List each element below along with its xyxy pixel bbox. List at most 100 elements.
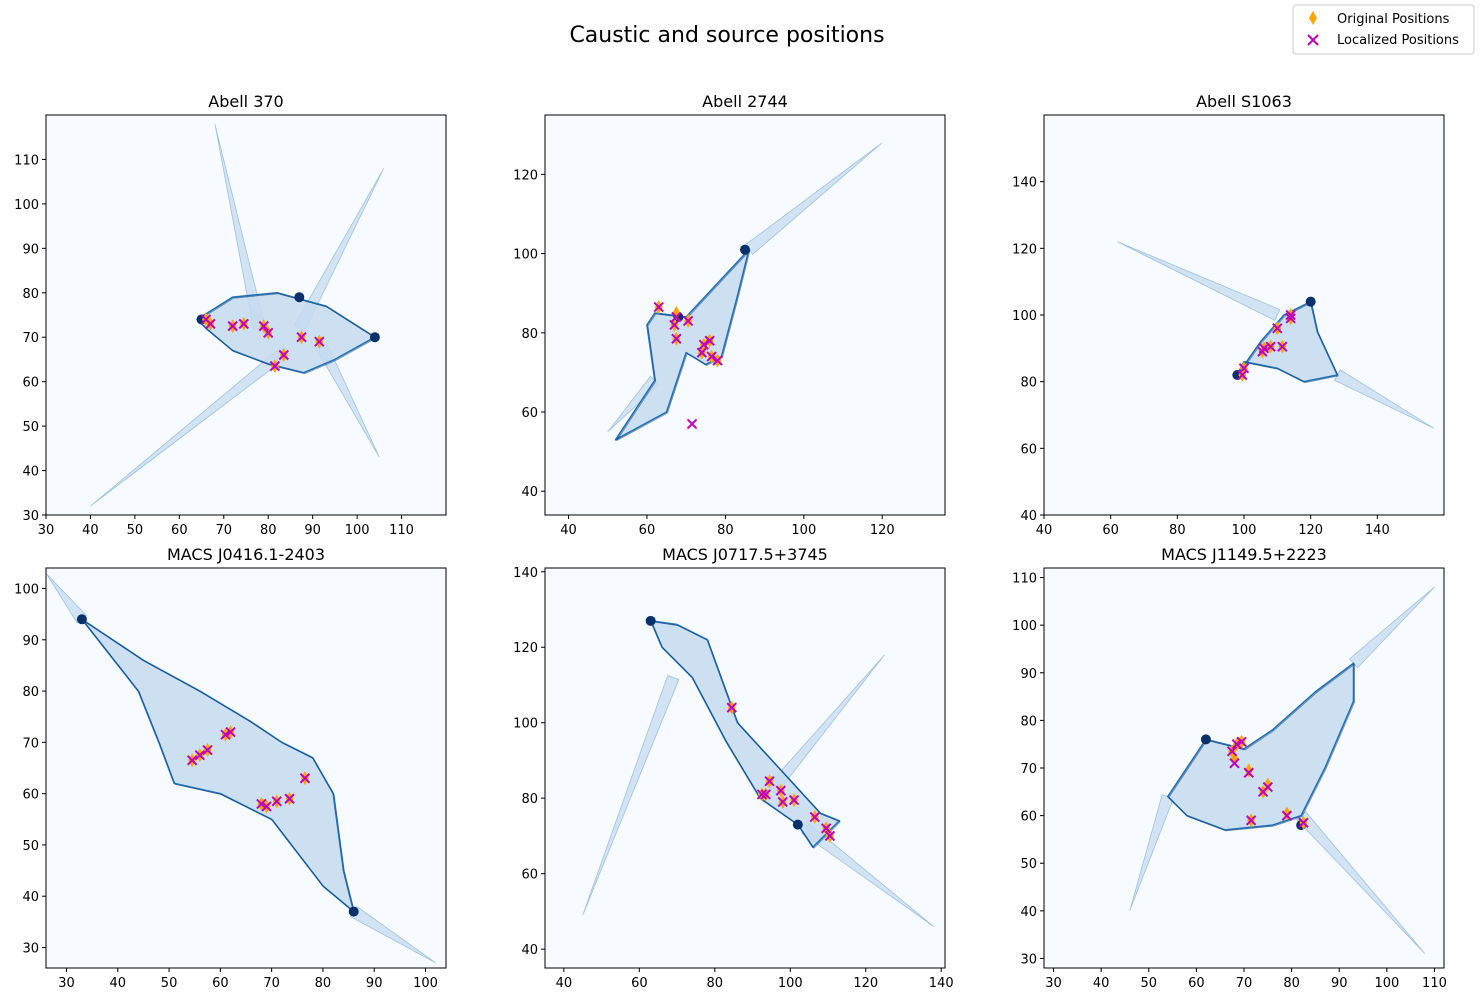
y-tick-label: 80 <box>1020 376 1037 391</box>
panel-title: Abell S1063 <box>1196 92 1292 111</box>
plot-background <box>1044 115 1444 515</box>
y-tick-label: 80 <box>22 287 39 302</box>
x-tick-label: 50 <box>127 523 144 538</box>
panel-title: Abell 370 <box>208 92 283 111</box>
y-tick-label: 30 <box>22 941 39 956</box>
y-tick-label: 80 <box>521 327 538 342</box>
panel-abell-s1063: 40 60 80 100 120 140 40 60 80 100 120 140 Abell S106… <box>1012 92 1444 538</box>
y-tick-label: 70 <box>1020 762 1037 777</box>
y-tick-label: 50 <box>1020 857 1037 872</box>
caustic-cusp <box>646 616 656 626</box>
caustic-cusp <box>1201 734 1211 744</box>
panel-title: MACS J0416.1-2403 <box>167 545 325 564</box>
x-tick-label: 120 <box>870 523 895 538</box>
x-tick-label: 140 <box>1365 523 1390 538</box>
legend: Original Positions Localized Positions <box>1293 5 1474 54</box>
x-tick-label: 100 <box>1232 523 1257 538</box>
y-tick-label: 60 <box>1020 810 1037 825</box>
x-tick-label: 110 <box>1422 976 1447 991</box>
y-tick-label: 100 <box>513 717 538 732</box>
x-tick-label: 40 <box>556 976 573 991</box>
x-tick-label: 40 <box>82 523 99 538</box>
y-tick-label: 90 <box>22 242 39 257</box>
x-tick-label: 90 <box>304 523 321 538</box>
x-tick-label: 80 <box>707 976 724 991</box>
x-tick-label: 30 <box>58 976 75 991</box>
x-tick-label: 120 <box>853 976 878 991</box>
y-tick-label: 110 <box>1012 572 1037 587</box>
caustic-cusp <box>1306 297 1316 307</box>
x-tick-label: 40 <box>110 976 127 991</box>
y-tick-label: 90 <box>22 634 39 649</box>
y-tick-label: 50 <box>22 839 39 854</box>
x-tick-label: 140 <box>929 976 954 991</box>
x-tick-label: 60 <box>1102 523 1119 538</box>
x-tick-label: 50 <box>1140 976 1157 991</box>
x-tick-label: 60 <box>631 976 648 991</box>
y-tick-label: 120 <box>1012 242 1037 257</box>
y-tick-label: 40 <box>1020 509 1037 524</box>
x-tick-label: 100 <box>345 523 370 538</box>
x-tick-label: 80 <box>315 976 332 991</box>
caustic-cusp <box>77 614 87 624</box>
y-tick-label: 60 <box>22 376 39 391</box>
y-tick-label: 40 <box>521 485 538 500</box>
x-tick-label: 120 <box>1298 523 1323 538</box>
x-tick-label: 60 <box>212 976 229 991</box>
y-tick-label: 40 <box>521 943 538 958</box>
y-tick-label: 110 <box>14 153 39 168</box>
plot-background <box>545 115 945 515</box>
caustic-cusp <box>370 332 380 342</box>
y-tick-label: 40 <box>22 465 39 480</box>
x-tick-label: 30 <box>38 523 55 538</box>
x-tick-label: 100 <box>778 976 803 991</box>
y-tick-label: 60 <box>1020 442 1037 457</box>
y-tick-label: 100 <box>1012 619 1037 634</box>
y-tick-label: 100 <box>513 248 538 263</box>
x-tick-label: 80 <box>1169 523 1186 538</box>
y-tick-label: 70 <box>22 331 39 346</box>
y-tick-label: 60 <box>521 868 538 883</box>
x-tick-label: 60 <box>171 523 188 538</box>
caustic-cusp <box>294 292 304 302</box>
y-tick-label: 120 <box>513 168 538 183</box>
x-tick-label: 70 <box>1236 976 1253 991</box>
y-tick-label: 60 <box>521 406 538 421</box>
x-tick-label: 100 <box>413 976 438 991</box>
y-tick-label: 100 <box>1012 309 1037 324</box>
caustic-cusp <box>349 907 359 917</box>
panel-macs-j0416-1-2403: 30 40 50 60 70 80 90 100 30 40 50 60 70 80 90 100 MACS J… <box>14 545 446 991</box>
caustic-cusp <box>793 820 803 830</box>
x-tick-label: 70 <box>216 523 233 538</box>
panel-macs-j1149-5-2223: 30 40 50 60 70 80 90 100 110 30 40 50 60 70 80 90 100 110… <box>1012 545 1447 991</box>
x-tick-label: 30 <box>1045 976 1062 991</box>
y-tick-label: 100 <box>14 583 39 598</box>
x-tick-label: 40 <box>1036 523 1053 538</box>
y-tick-label: 80 <box>1020 714 1037 729</box>
panel-title: MACS J0717.5+3745 <box>662 545 828 564</box>
y-tick-label: 100 <box>14 198 39 213</box>
y-tick-label: 90 <box>1020 667 1037 682</box>
y-tick-label: 80 <box>22 685 39 700</box>
x-tick-label: 40 <box>560 523 577 538</box>
y-tick-label: 40 <box>1020 905 1037 920</box>
y-tick-label: 50 <box>22 420 39 435</box>
y-tick-label: 40 <box>22 890 39 905</box>
y-tick-label: 70 <box>22 736 39 751</box>
y-tick-label: 60 <box>22 788 39 803</box>
x-tick-label: 90 <box>366 976 383 991</box>
y-tick-label: 30 <box>1020 952 1037 967</box>
panel-title: Abell 2744 <box>702 92 788 111</box>
x-tick-label: 90 <box>1331 976 1348 991</box>
x-tick-label: 50 <box>161 976 178 991</box>
x-tick-label: 80 <box>260 523 277 538</box>
figure-title: Caustic and source positions <box>569 23 884 48</box>
x-tick-label: 40 <box>1093 976 1110 991</box>
x-tick-label: 60 <box>1188 976 1205 991</box>
x-tick-label: 60 <box>639 523 656 538</box>
x-tick-label: 70 <box>263 976 280 991</box>
caustic-cusp <box>740 245 750 255</box>
panel-abell-370: 30 40 50 60 70 80 90 100 11030405060708090100110… <box>14 92 446 538</box>
y-tick-label: 120 <box>513 641 538 656</box>
